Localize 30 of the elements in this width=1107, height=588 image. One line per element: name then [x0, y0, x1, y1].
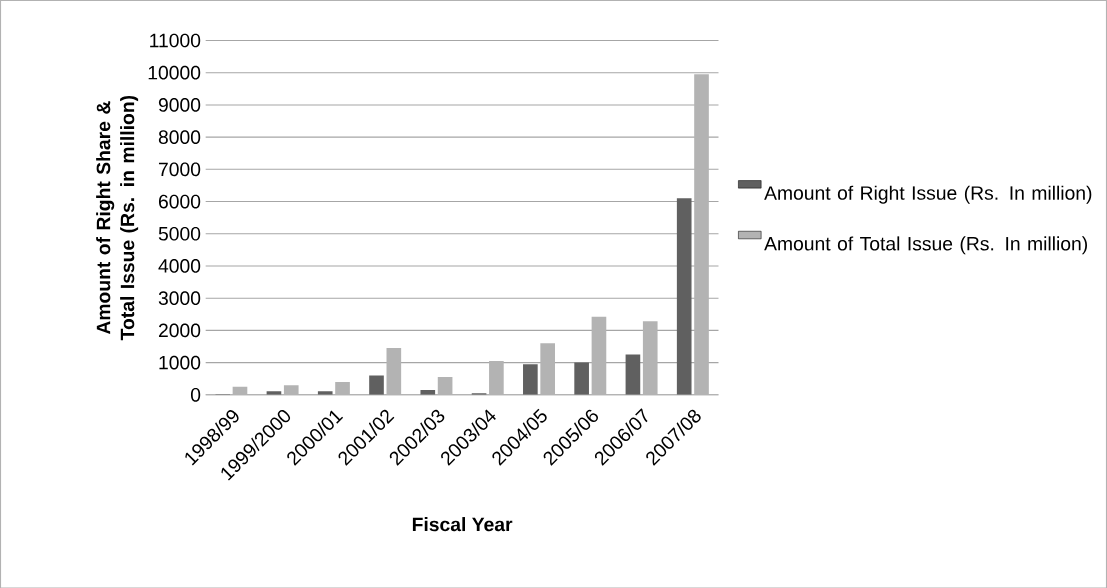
y-tick-label: 9000 [158, 97, 201, 112]
y-tick-label: 0 [190, 387, 201, 402]
y-tick-label: 2000 [158, 323, 201, 337]
bar [574, 362, 589, 395]
bar [625, 354, 641, 395]
bar [591, 316, 607, 395]
bar [335, 381, 350, 395]
bar [283, 384, 299, 395]
y-tick-label: 4000 [158, 258, 201, 273]
bar [694, 74, 709, 395]
bar [437, 376, 453, 395]
legend-label: Amount of Right Issue (Rs. In million) [764, 185, 1092, 204]
y-tick-label: 8000 [158, 130, 201, 144]
y-tick-label: 6000 [158, 194, 201, 209]
y-tick-label: 7000 [158, 162, 201, 176]
bar [523, 363, 538, 395]
y-tick-label: 11000 [150, 33, 201, 48]
bar [642, 321, 658, 395]
y-tick-label: 5000 [158, 226, 201, 241]
bar [386, 347, 402, 395]
bar [369, 375, 384, 395]
bar [676, 198, 692, 395]
x-axis-title: Fiscal Year [412, 516, 513, 532]
y-tick-label: 3000 [158, 291, 201, 305]
legend-label: Amount of Total Issue (Rs. In million) [764, 236, 1088, 255]
y-tick-label: 10000 [148, 65, 201, 80]
y-axis-title: Amount of Right Share & Total Issue (Rs. in million) [96, 95, 139, 340]
bar [489, 360, 504, 395]
y-tick-label: 1000 [159, 355, 201, 370]
bar [540, 343, 555, 395]
